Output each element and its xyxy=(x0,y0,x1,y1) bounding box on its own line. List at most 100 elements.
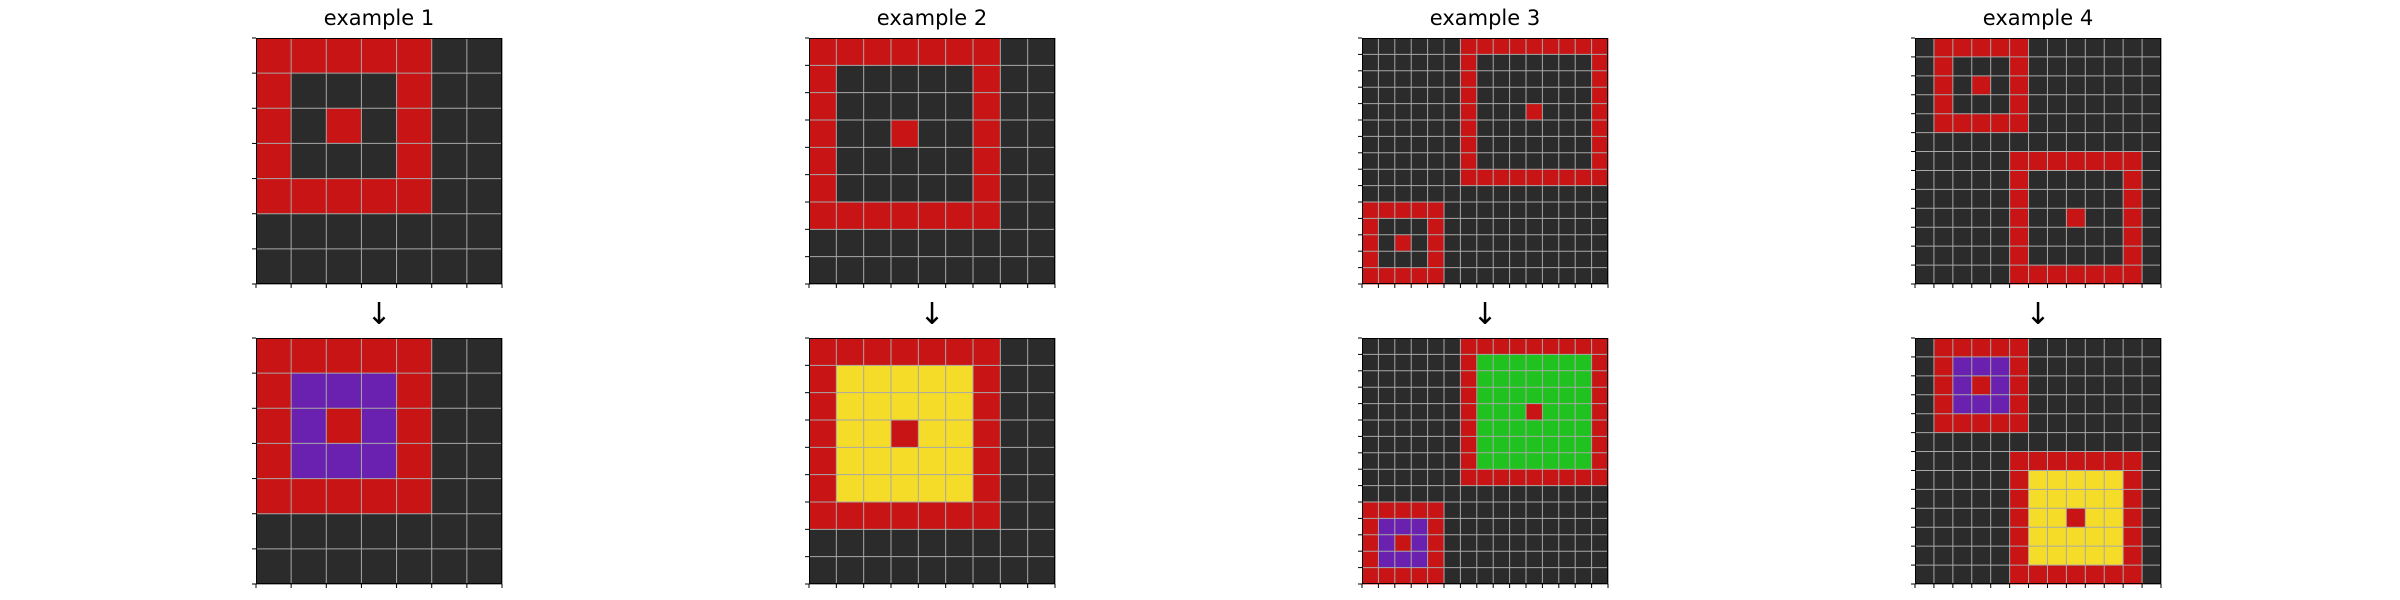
grid-cell xyxy=(2123,113,2143,134)
grid-cell xyxy=(1427,87,1445,104)
grid-cell xyxy=(361,443,397,479)
grid-cell xyxy=(1378,70,1396,88)
grid-cell xyxy=(1971,170,1992,190)
grid-cell xyxy=(2047,56,2067,77)
grid-cell xyxy=(1362,103,1379,121)
grid-cell xyxy=(1526,87,1543,104)
grid-cell xyxy=(1509,251,1527,268)
grid-cell xyxy=(1444,403,1461,421)
grid-cell xyxy=(1476,534,1494,552)
grid-cell xyxy=(1378,185,1396,203)
grid-cell xyxy=(2104,75,2124,96)
grid-cell xyxy=(1575,518,1592,536)
grid-cell xyxy=(1952,356,1973,377)
grid-cell xyxy=(1411,70,1428,88)
grid-cell xyxy=(945,38,974,66)
grid-cell xyxy=(2028,565,2048,585)
grid-cell xyxy=(973,202,1001,230)
grid-cell xyxy=(1460,420,1478,437)
grid-cell xyxy=(1476,485,1494,503)
grid-cell xyxy=(1476,267,1494,285)
grid-cell xyxy=(1378,251,1396,268)
grid-cell xyxy=(1394,354,1412,372)
grid-cell xyxy=(918,529,947,558)
grid-cell xyxy=(256,548,292,585)
grid-cell xyxy=(256,373,292,409)
grid-cell xyxy=(1476,502,1494,519)
grid-cell xyxy=(1493,136,1510,154)
grid-cell xyxy=(1933,356,1954,377)
grid-cell xyxy=(1509,534,1527,552)
grid-cell xyxy=(2047,394,2067,415)
grid-cell xyxy=(1990,94,2011,115)
grid-cell xyxy=(1000,65,1029,94)
grid-cell xyxy=(2123,227,2143,247)
grid-cell xyxy=(1952,246,1973,266)
grid-cell xyxy=(1558,120,1576,137)
grid-cell xyxy=(1362,436,1379,454)
grid-cell xyxy=(1444,70,1461,88)
grid-cell xyxy=(1591,185,1609,203)
grid-cell xyxy=(1427,403,1445,421)
grid-cell xyxy=(2066,546,2086,566)
grid-cell xyxy=(863,474,892,503)
grid-cell xyxy=(361,38,397,74)
grid-cell xyxy=(466,73,503,109)
grid-cell xyxy=(1378,436,1396,454)
grid-cell xyxy=(1394,251,1412,268)
grid-cell xyxy=(256,108,292,144)
grid-cell xyxy=(1971,265,1992,285)
grid-cell xyxy=(1427,70,1445,88)
grid-cell xyxy=(1444,502,1461,519)
grid-cell xyxy=(1971,246,1992,266)
grid-cell xyxy=(1427,120,1445,137)
grid-cell xyxy=(1558,185,1576,203)
grid-cell xyxy=(863,92,892,121)
grid-cell xyxy=(2123,527,2143,547)
grid-cell xyxy=(466,213,503,250)
grid-border xyxy=(809,338,1055,584)
grid-cell xyxy=(1000,338,1029,366)
grid-cell xyxy=(1411,567,1428,585)
grid-cell xyxy=(1575,54,1592,72)
grid-cell xyxy=(1509,354,1527,372)
grid-cell xyxy=(431,338,468,374)
grid-cell xyxy=(1493,152,1510,170)
grid-cell xyxy=(1362,251,1379,268)
grid-cell xyxy=(1915,189,1935,209)
grid-cell xyxy=(1526,436,1543,454)
grid-cell xyxy=(1444,567,1461,585)
grid-cell xyxy=(1542,103,1560,121)
down-arrow-icon: ↓ xyxy=(2025,297,2051,332)
grid-cell xyxy=(1444,387,1461,404)
grid-cell xyxy=(396,513,433,550)
example-panel-4: example 4 ↓ xyxy=(1911,0,2162,600)
grid-cell xyxy=(396,248,433,285)
grid-cell xyxy=(809,529,837,558)
output-grid xyxy=(805,337,1056,588)
grid-cell xyxy=(396,213,433,250)
grid-cell xyxy=(973,174,1001,203)
grid-cell xyxy=(1591,87,1609,104)
grid-cell xyxy=(891,529,919,558)
grid-cell xyxy=(1394,218,1412,236)
grid-cell xyxy=(863,556,892,585)
grid-cell xyxy=(1558,70,1576,88)
grid-cell xyxy=(2142,56,2162,77)
grid-cell xyxy=(1427,354,1445,372)
grid-cell xyxy=(1394,70,1412,88)
grid-cell xyxy=(973,92,1001,121)
grid-cell xyxy=(1027,92,1056,121)
grid-cell xyxy=(1027,256,1056,285)
grid-cell xyxy=(809,38,837,66)
grid-cell xyxy=(1362,354,1379,372)
grid-cell xyxy=(2085,56,2105,77)
grid-cell xyxy=(1575,251,1592,268)
grid-cell xyxy=(1394,103,1412,121)
grid-cell xyxy=(2028,413,2048,434)
grid-cell xyxy=(2142,208,2162,228)
grid-cell xyxy=(396,178,433,215)
grid-cell xyxy=(291,513,327,550)
grid-cell xyxy=(1591,202,1609,219)
grid-cell xyxy=(1394,403,1412,421)
